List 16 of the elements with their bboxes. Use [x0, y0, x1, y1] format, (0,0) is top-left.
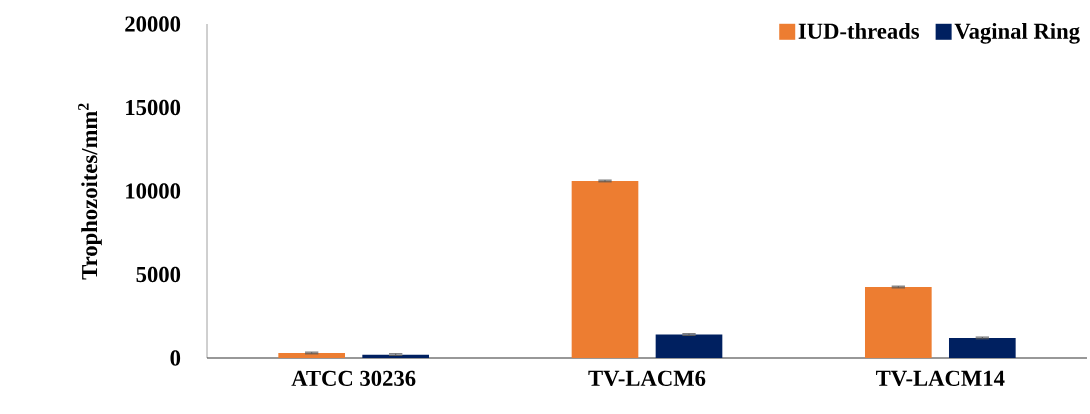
bar: [948, 337, 1016, 358]
y-tick-label: 15000: [126, 99, 181, 116]
legend-label: Vaginal Ring: [954, 22, 1080, 44]
y-tick-label: 10000: [126, 183, 181, 199]
x-tick-label: TV-LACM6: [588, 370, 706, 387]
y-tick-label: 5000: [136, 266, 181, 283]
y-axis-title: Trophozoites/mm$^{2}$: [78, 103, 102, 280]
bar: [655, 334, 723, 358]
x-tick-label: ATCC 30236: [291, 370, 416, 386]
x-tick-label: TV-LACM14: [876, 370, 1005, 387]
bar: [864, 287, 932, 358]
legend-label: IUD-threads: [798, 22, 920, 39]
bar: [571, 180, 639, 358]
y-tick-label: 20000: [125, 16, 181, 32]
bar: [278, 352, 346, 358]
y-tick-label: 0: [170, 350, 181, 366]
